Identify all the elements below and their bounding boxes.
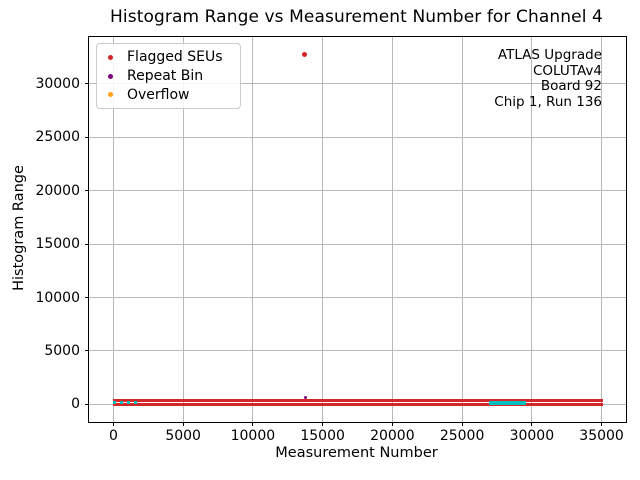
x-tick-label: 0 [108,428,118,444]
gridline-horizontal [89,136,626,138]
annotation-line: Board 92 [540,78,602,94]
repeat-bin-marker-icon [108,73,113,79]
y-tick-mark [85,403,89,405]
overflow-marker-icon [108,92,113,98]
gridline-vertical [322,37,324,422]
gridline-vertical [531,37,533,422]
flagged-seus-data-point [301,51,307,57]
x-tick-label: 30000 [509,428,555,444]
x-tick-label: 35000 [579,428,624,444]
x-tick-label: 15000 [300,428,345,444]
y-tick-label: 20000 [35,182,80,199]
x-tick-mark [112,422,114,426]
x-tick-mark [601,422,603,426]
flagged-seus-marker-icon [108,54,113,60]
y-tick-label: 0 [71,396,80,413]
flagged-seus-band [113,402,603,406]
chart-title: Histogram Range vs Measurement Number fo… [110,7,603,27]
y-tick-label: 15000 [35,236,80,253]
legend-item-overflow: Overflow [97,85,240,104]
x-tick-mark [531,422,533,426]
gridline-vertical [461,37,463,422]
gridline-horizontal [89,350,626,352]
x-tick-mark [461,422,463,426]
repeat-bin-data-point [304,396,308,400]
x-tick-mark [252,422,254,426]
gridline-horizontal [89,83,626,85]
gridline-vertical [182,37,184,422]
gridline-horizontal [89,190,626,192]
x-tick-label: 5000 [165,428,201,444]
measurements-band [488,400,527,405]
y-tick-label: 10000 [35,289,80,306]
annotation-block: ATLAS Upgrade COLUTAv4 Board 92 Chip 1, … [494,47,602,110]
legend-label: Repeat Bin [127,68,204,84]
annotation-line: Chip 1, Run 136 [494,93,602,110]
annotation-line: ATLAS Upgrade [497,47,602,63]
plot-area: Flagged SEUs Repeat Bin Overflow ATLAS U… [35,36,627,444]
annotation-line: COLUTAv4 [532,62,602,79]
y-tick-mark [85,350,89,352]
x-axis-label: Measurement Number [275,445,438,461]
x-tick-label: 25000 [439,428,485,444]
gridline-vertical [252,37,254,422]
gridline-vertical [601,37,603,422]
gridline-horizontal [89,297,626,299]
measurements-band [113,401,139,405]
y-tick-label: 5000 [44,342,80,359]
y-tick-label: 25000 [35,129,80,146]
legend-label: Overflow [127,86,190,103]
gridline-horizontal [89,243,626,245]
y-tick-mark [85,136,89,138]
x-tick-label: 10000 [230,428,276,444]
y-tick-mark [85,190,89,192]
legend-item-repeat-bin: Repeat Bin [97,67,240,86]
gridline-vertical [112,37,114,422]
y-tick-mark [85,243,89,245]
y-tick-label: 30000 [35,75,80,92]
flagged-seus-band [113,398,603,402]
x-tick-mark [391,422,393,426]
legend: Flagged SEUs Repeat Bin Overflow [96,43,241,109]
y-axis-label: Histogram Range [11,165,27,291]
y-tick-mark [85,297,89,299]
gridline-vertical [391,37,393,422]
x-tick-mark [182,422,184,426]
x-tick-label: 20000 [370,428,415,444]
legend-label: Flagged SEUs [127,49,223,66]
legend-item-flagged-seus: Flagged SEUs [97,48,240,67]
y-tick-mark [85,83,89,85]
x-tick-mark [322,422,324,426]
